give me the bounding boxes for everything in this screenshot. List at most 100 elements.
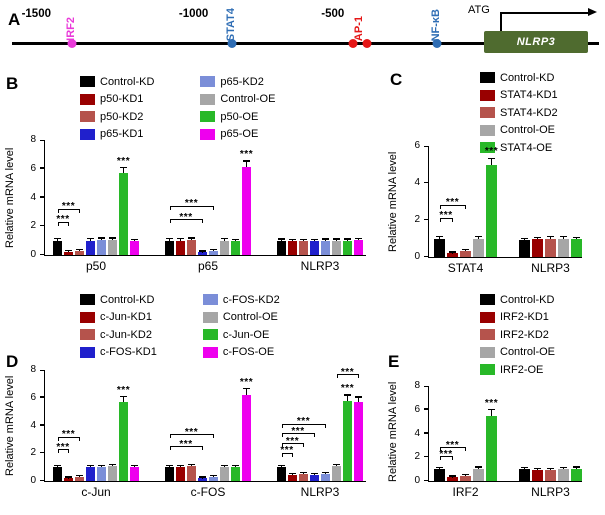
significance-bracket xyxy=(281,433,315,438)
significance-label: *** xyxy=(439,448,453,460)
legend-color-swatch xyxy=(480,107,495,118)
legend-color-swatch xyxy=(80,346,95,358)
bar xyxy=(130,241,139,255)
legend-color-swatch xyxy=(200,76,216,87)
tf-site-label: NF-κB xyxy=(429,8,442,41)
error-bar-cap xyxy=(436,466,443,469)
panel-b-chart: B Control-KD p50-KD1 p50-KD2 p65-KD1 p65-KD2… xyxy=(0,66,378,290)
legend-label: c-Jun-KD1 xyxy=(100,311,152,323)
legend-label: c-FOS-OE xyxy=(222,346,275,358)
tf-binding-site-dot xyxy=(227,38,237,48)
significance-label: *** xyxy=(239,149,254,161)
y-axis-tick-label: 6 xyxy=(30,391,36,403)
error-bar-cap xyxy=(278,238,285,240)
bar xyxy=(486,164,497,257)
legend-label: p50-OE xyxy=(220,110,259,123)
legend-item: p65-KD1 xyxy=(80,127,154,142)
error-bar xyxy=(78,476,81,478)
error-bar xyxy=(201,251,204,253)
y-axis-tick-label: 8 xyxy=(30,364,36,375)
legend-label: p50-KD1 xyxy=(100,93,144,105)
error-bar xyxy=(280,466,283,468)
error-bar-cap xyxy=(488,408,495,411)
position-label: -500 xyxy=(321,8,345,20)
error-bar xyxy=(562,237,565,239)
legend-item: IRF2-KD2 xyxy=(480,327,555,342)
legend-item: c-Jun-KD1 xyxy=(80,310,157,325)
bar xyxy=(486,415,497,481)
error-bar xyxy=(324,473,327,475)
y-axis-tick xyxy=(39,479,45,481)
error-bar-cap xyxy=(547,236,554,238)
y-axis-tick xyxy=(39,396,45,398)
bar-plot-panel-b: 0 2 4 6 8 p50 p65 NLRP3 *** *** *** *** *** *** xyxy=(30,134,366,273)
error-bar-cap xyxy=(177,238,184,240)
x-category-label: NLRP3 xyxy=(531,485,570,499)
transcription-start-arrow-shaft xyxy=(500,12,590,14)
transcription-start-arrow-stem xyxy=(500,12,502,31)
error-bar-cap xyxy=(243,388,250,390)
error-bar xyxy=(56,239,59,241)
legend-item: Control-OE xyxy=(200,92,275,107)
error-bar xyxy=(335,465,338,467)
bar xyxy=(53,240,62,255)
legend-label: Control-OE xyxy=(500,124,556,136)
error-bar xyxy=(280,239,283,241)
error-bar-cap xyxy=(475,235,482,238)
legend-label: Control-KD xyxy=(100,75,155,88)
y-axis-tick-label: 2 xyxy=(414,451,420,463)
significance-label: *** xyxy=(179,438,193,450)
x-category-label: c-Jun xyxy=(81,485,111,499)
y-axis-tick xyxy=(39,451,45,454)
legend-label: Control-OE xyxy=(500,346,556,358)
bar xyxy=(473,468,484,481)
error-bar xyxy=(313,474,316,475)
error-bar-cap xyxy=(521,237,528,240)
error-bar-cap xyxy=(109,237,116,239)
error-bar-cap xyxy=(534,236,541,239)
y-axis-tick-label: 4 xyxy=(414,177,420,188)
bar xyxy=(220,467,229,481)
legend-color-swatch xyxy=(80,329,95,340)
error-bar-cap xyxy=(573,466,580,468)
y-axis-tick-label: 8 xyxy=(414,380,420,391)
legend-color-swatch xyxy=(480,311,495,323)
x-category-label: NLRP3 xyxy=(300,485,340,499)
x-category-label: NLRP3 xyxy=(531,261,570,275)
x-category-label: p65 xyxy=(197,259,219,273)
panel-label-e: E xyxy=(388,352,400,371)
error-bar xyxy=(536,238,539,240)
legend-item: p65-OE xyxy=(200,127,275,142)
bar xyxy=(310,241,319,255)
error-bar xyxy=(523,468,526,470)
error-bar xyxy=(335,239,338,241)
legend-color-swatch xyxy=(480,89,495,101)
legend-item: p65-KD2 xyxy=(200,74,275,89)
legend-label: p65-KD1 xyxy=(100,128,144,140)
error-bar xyxy=(122,168,125,174)
error-bar-cap xyxy=(221,238,228,240)
tf-binding-site-dot xyxy=(67,38,77,48)
significance-bracket xyxy=(169,446,203,451)
legend-label: STAT4-KD1 xyxy=(500,89,558,101)
panel-label-b: B xyxy=(6,74,19,93)
error-bar xyxy=(133,240,136,242)
error-bar xyxy=(291,474,294,475)
legend-label: IRF2-KD2 xyxy=(500,328,549,341)
significance-bracket xyxy=(439,204,466,209)
error-bar-cap xyxy=(475,466,482,468)
x-category-label: STAT4 xyxy=(447,261,484,275)
bar xyxy=(434,469,445,481)
error-bar xyxy=(490,158,493,165)
error-bar xyxy=(67,251,70,252)
error-bar xyxy=(291,240,294,242)
legend-label: Control-OE xyxy=(222,311,278,323)
y-axis-tick-label: 6 xyxy=(414,403,420,415)
error-bar-cap xyxy=(560,236,567,238)
error-bar xyxy=(523,239,526,241)
x-category-label: IRF2 xyxy=(452,485,479,499)
bar xyxy=(519,469,530,481)
error-bar xyxy=(78,249,81,251)
error-bar xyxy=(313,240,316,242)
